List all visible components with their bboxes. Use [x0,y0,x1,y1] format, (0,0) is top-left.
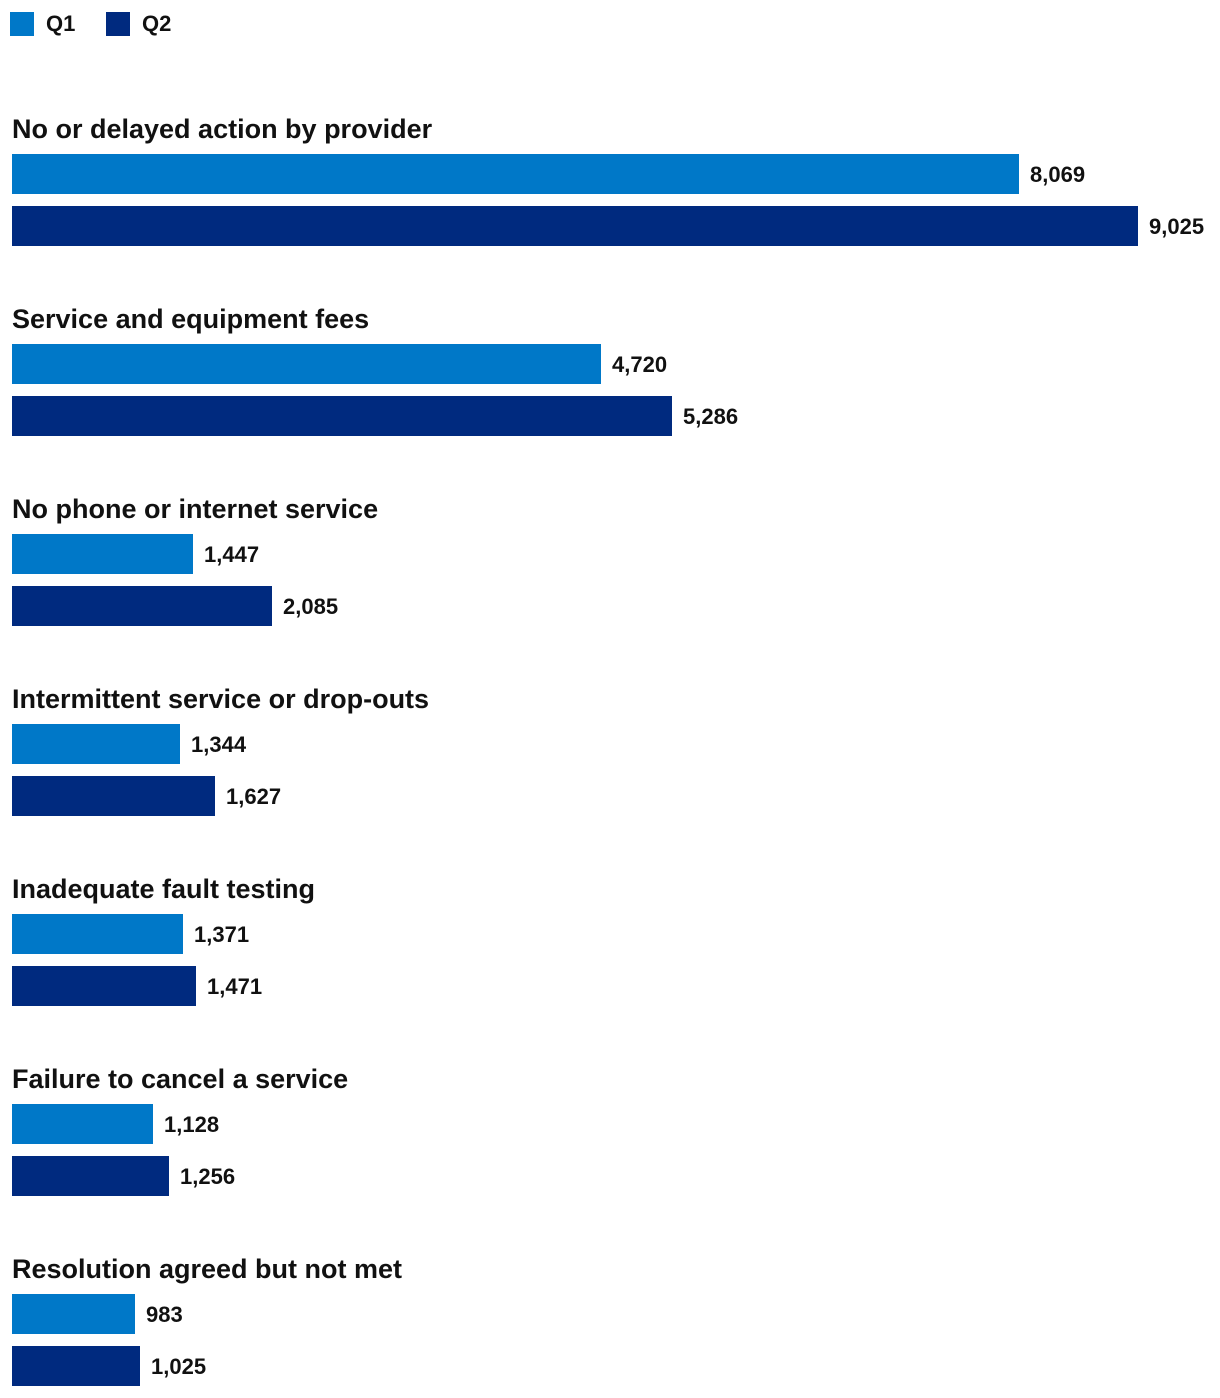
value-label-q2: 5,286 [683,404,738,429]
category-label: Resolution agreed but not met [12,1254,402,1284]
value-label-q1: 4,720 [612,352,667,377]
bar-q2 [12,586,272,626]
bar-q2 [12,1346,140,1386]
category-group: Resolution agreed but not met 983 1,025 [12,1254,402,1386]
category-group: Service and equipment fees 4,720 5,286 [12,304,738,436]
legend-label-q2: Q2 [142,11,171,36]
category-group: Inadequate fault testing 1,371 1,471 [12,874,315,1006]
bar-q1 [12,914,183,954]
value-label-q2: 9,025 [1149,214,1204,239]
legend-swatch-q1 [10,12,34,36]
category-group: Intermittent service or drop-outs 1,344 1,… [12,684,429,816]
bar-q1 [12,154,1019,194]
value-label-q1: 983 [146,1302,183,1327]
value-label-q2: 1,471 [207,974,262,999]
category-group: No phone or internet service 1,447 2,085 [12,494,378,626]
value-label-q1: 1,344 [191,732,247,757]
value-label-q2: 1,256 [180,1164,235,1189]
category-label: Intermittent service or drop-outs [12,684,429,714]
chart-legend: Q1 Q2 [10,11,171,36]
category-label: No or delayed action by provider [12,114,433,144]
legend-label-q1: Q1 [46,11,75,36]
category-group: Failure to cancel a service 1,128 1,256 [12,1064,348,1196]
plot-area: No or delayed action by provider 8,069 9,0… [12,114,1204,1386]
bar-q1 [12,344,601,384]
bar-q2 [12,966,196,1006]
value-label-q1: 1,128 [164,1112,219,1137]
bar-q1 [12,724,180,764]
category-label: No phone or internet service [12,494,378,524]
category-label: Failure to cancel a service [12,1064,348,1094]
legend-swatch-q2 [106,12,130,36]
bar-q1 [12,1104,153,1144]
value-label-q2: 1,627 [226,784,281,809]
category-label: Inadequate fault testing [12,874,315,904]
value-label-q1: 8,069 [1030,162,1085,187]
category-label: Service and equipment fees [12,304,369,334]
bar-q1 [12,534,193,574]
value-label-q1: 1,371 [194,922,249,947]
bar-q2 [12,1156,169,1196]
category-group: No or delayed action by provider 8,069 9,0… [12,114,1204,246]
bar-q2 [12,396,672,436]
value-label-q1: 1,447 [204,542,259,567]
bar-q2 [12,776,215,816]
value-label-q2: 2,085 [283,594,338,619]
value-label-q2: 1,025 [151,1354,206,1379]
bar-q2 [12,206,1138,246]
bar-q1 [12,1294,135,1334]
